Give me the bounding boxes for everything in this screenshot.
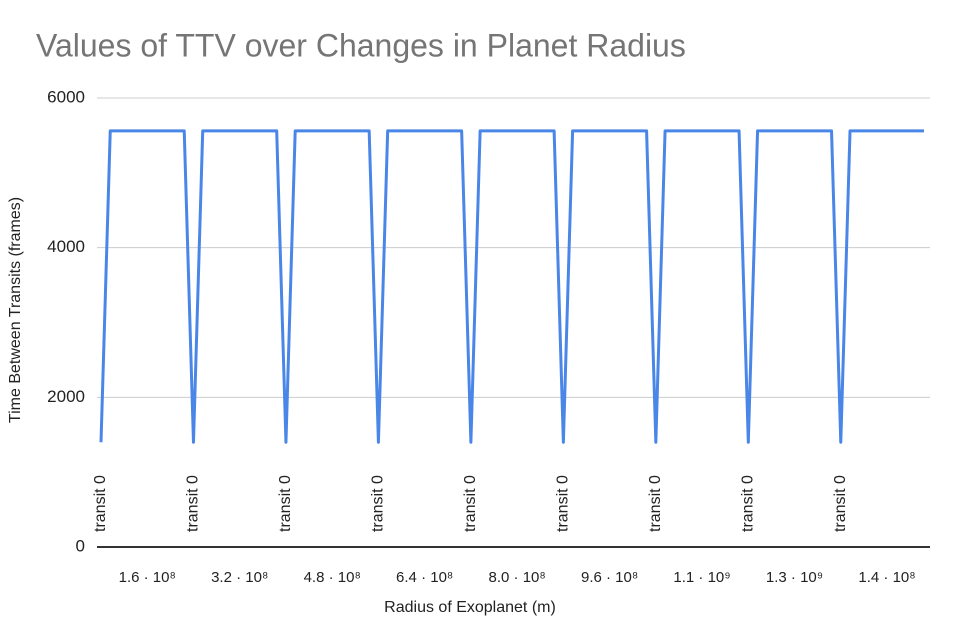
annotation: transit 0 [555,475,572,532]
annotation: transit 0 [647,475,664,532]
chart-title: Values of TTV over Changes in Planet Rad… [36,27,686,63]
x-tick-label: 8.0 · 10⁸ [489,569,546,586]
y-tick-label: 4000 [47,237,85,256]
x-tick-label: 6.4 · 10⁸ [396,569,453,586]
annotation: transit 0 [277,475,294,532]
annotation: transit 0 [370,475,387,532]
x-tick-label: 1.4 · 10⁸ [858,569,915,586]
annotation: transit 0 [832,475,849,532]
x-tick-label: 9.6 · 10⁸ [581,569,638,586]
annotation: transit 0 [92,475,109,532]
x-tick-label: 4.8 · 10⁸ [304,569,361,586]
y-tick-label: 6000 [47,87,85,106]
annotation: transit 0 [462,475,479,532]
annotation: transit 0 [185,475,202,532]
line [99,129,924,444]
y-tick-label: 0 [76,536,85,555]
x-tick-label: 1.6 · 10⁸ [119,569,176,586]
y-axis-title: Time Between Transits (frames) [7,197,24,423]
x-axis-title: Radius of Exoplanet (m) [384,599,556,616]
annotation: transit 0 [740,475,757,532]
y-tick-label: 2000 [47,387,85,406]
x-tick-label: 1.3 · 10⁹ [766,569,823,586]
x-tick-label: 3.2 · 10⁸ [211,569,268,586]
x-tick-label: 1.1 · 10⁹ [673,569,730,586]
